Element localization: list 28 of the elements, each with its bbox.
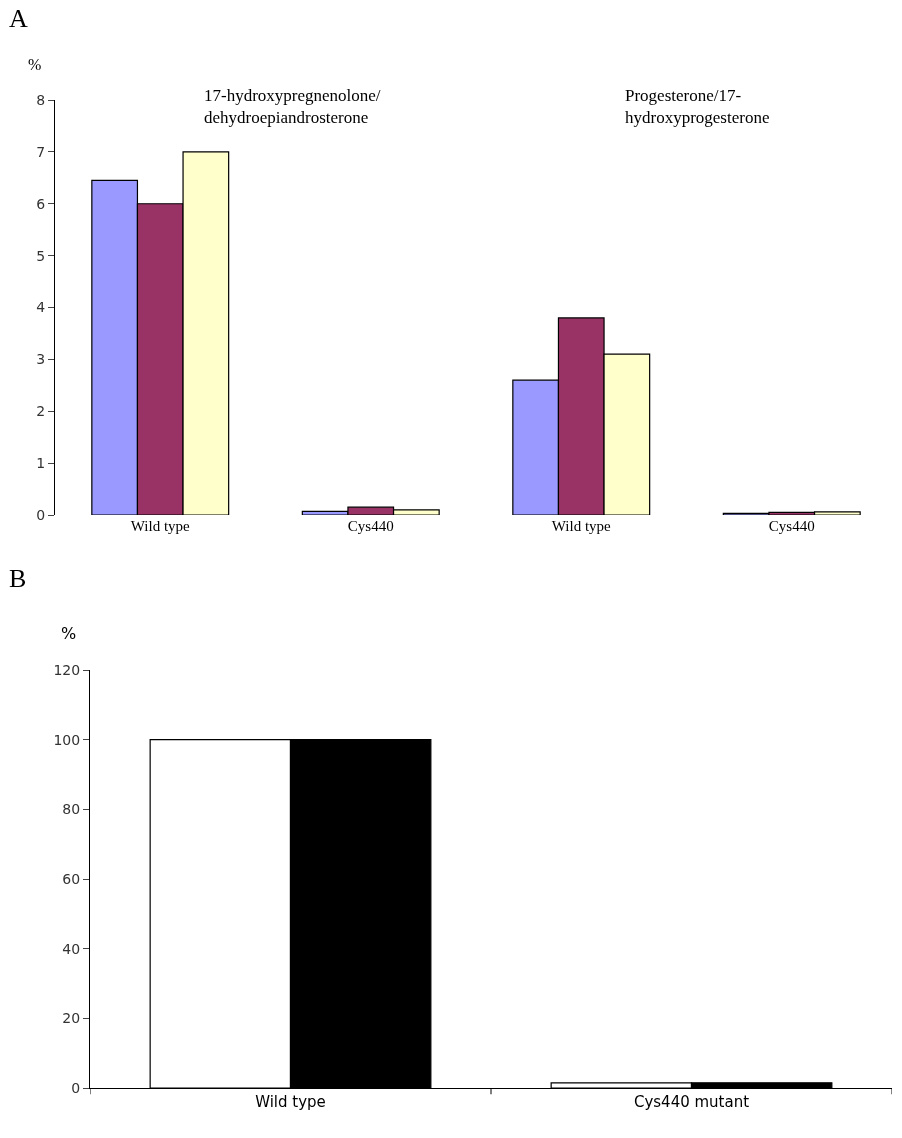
chart-title: A [9,3,29,33]
y-tick-label: 8 [36,91,46,108]
y-tick-label: 6 [36,195,46,212]
x-tick-label: Wild type [130,518,191,534]
y-tick-label: 120 [53,661,81,678]
y-tick-label: 0 [36,506,46,523]
y-tick-label: 0 [71,1079,81,1096]
x-tick-label: Cys440 [768,518,815,534]
y-tick-label: 1 [36,455,46,472]
y-tick-label: 7 [36,143,46,160]
y-tick-label: 3 [36,351,46,368]
annotation: 17-hydroxypregnenolone/ dehydroepiandrosterone [204,86,381,128]
y-tick-label: 4 [36,299,46,316]
y-tick-label: 100 [53,731,81,748]
y-tick-label: 20 [62,1010,81,1027]
annotation: Progesterone/17- hydroxyprogesterone [625,86,770,128]
x-tick-label: Cys440 [347,518,394,534]
y-tick-label: 80 [62,801,81,818]
y-tick-label: 5 [36,247,46,264]
x-tick-label: Wild type [255,1093,326,1111]
y-tick-label: 40 [62,940,81,957]
x-tick-label: Wild type [551,518,612,534]
y-axis-title: % [28,56,42,73]
y-tick-label: 60 [62,870,81,887]
y-axis-title: % [61,624,77,643]
y-tick-label: 2 [36,403,46,420]
x-tick-label: Cys440 mutant [633,1093,750,1111]
chart-title: B [9,563,27,593]
